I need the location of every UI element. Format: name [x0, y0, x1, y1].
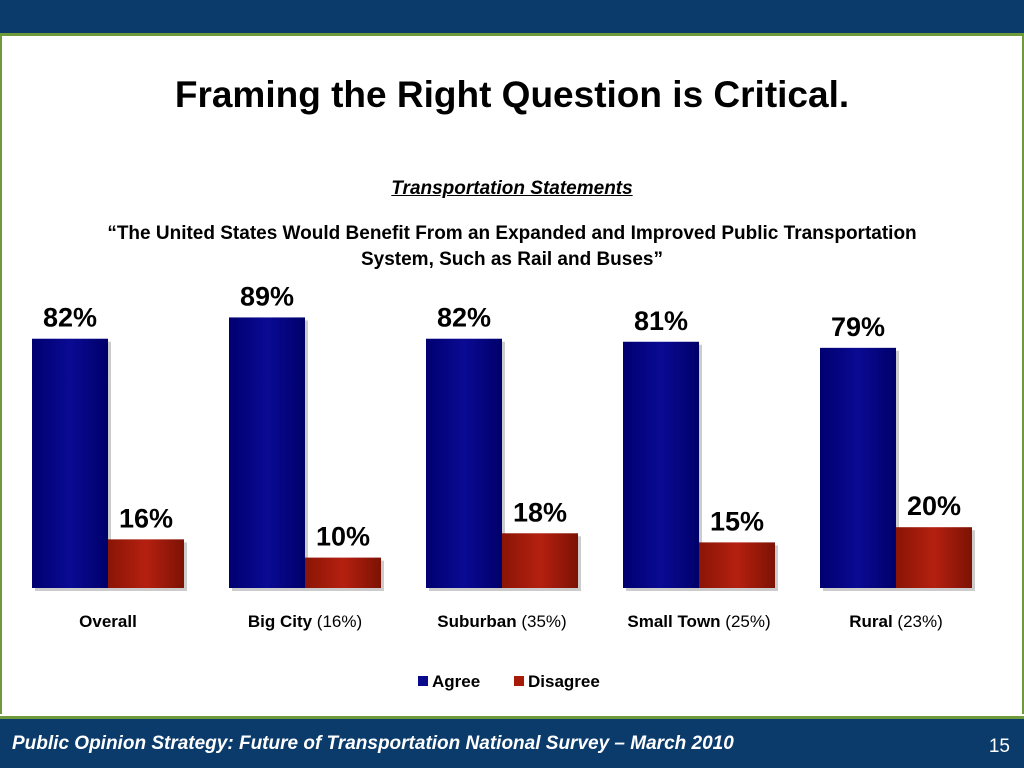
category-label: Suburban (35%) — [437, 612, 566, 631]
bar-disagree — [108, 539, 184, 588]
data-label-disagree: 18% — [513, 497, 567, 527]
data-label-disagree: 10% — [316, 522, 370, 552]
category-label: Big City (16%) — [248, 612, 362, 631]
data-label-agree: 82% — [43, 303, 97, 333]
bar-agree — [426, 338, 502, 588]
footer-text: Public Opinion Strategy: Future of Trans… — [12, 733, 734, 754]
data-label-disagree: 15% — [710, 506, 764, 536]
data-label-agree: 82% — [437, 303, 491, 333]
data-label-disagree: 16% — [119, 503, 173, 533]
bar-agree — [623, 341, 699, 588]
legend-label-agree: Agree — [432, 672, 480, 691]
bar-agree — [820, 347, 896, 588]
bar-agree — [229, 317, 305, 588]
bar-agree — [32, 338, 108, 588]
category-label: Small Town (25%) — [627, 612, 770, 631]
page-number: 15 — [988, 736, 1010, 757]
legend-swatch-disagree — [514, 676, 524, 686]
data-label-agree: 79% — [831, 312, 885, 342]
bar-disagree — [699, 542, 775, 588]
data-label-agree: 89% — [240, 281, 294, 311]
bar-disagree — [305, 557, 381, 588]
header-band — [0, 0, 1024, 36]
legend-label-disagree: Disagree — [528, 672, 600, 691]
category-label: Overall — [79, 612, 137, 631]
survey-question: “The United States Would Benefit From an… — [107, 223, 917, 270]
data-label-agree: 81% — [634, 306, 688, 336]
bar-chart: 82% 16% Overall 89% 10% Big City (16%) 82% 18% S… — [32, 281, 975, 691]
footer-bar: Public Opinion Strategy: Future of Trans… — [0, 716, 1024, 768]
bar-disagree — [896, 527, 972, 588]
data-label-disagree: 20% — [907, 491, 961, 521]
chart-subtitle: Transportation Statements — [391, 178, 633, 199]
slide-title: Framing the Right Question is Critical. — [174, 74, 850, 115]
bar-disagree — [502, 533, 578, 588]
category-label: Rural (23%) — [849, 612, 943, 631]
legend-swatch-agree — [418, 676, 428, 686]
